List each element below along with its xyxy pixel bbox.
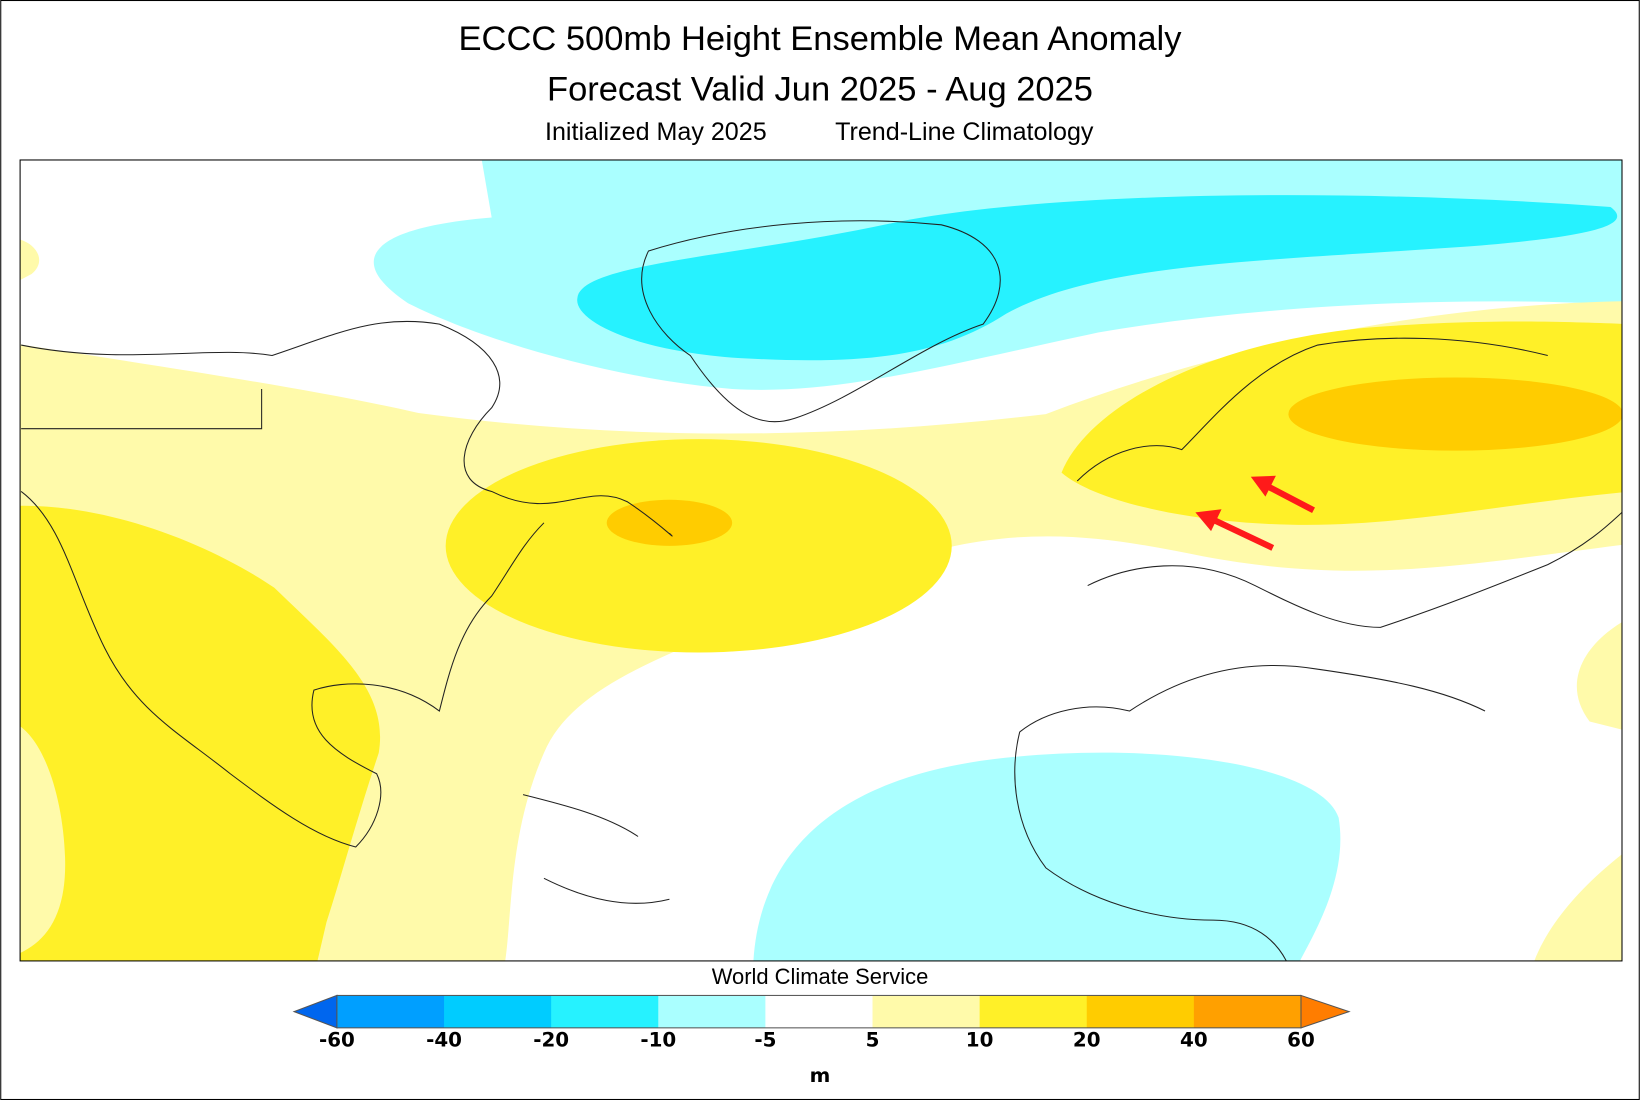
annotation-arrows bbox=[1195, 475, 1315, 551]
red-arrow-icon bbox=[1195, 509, 1275, 551]
red-arrow-icon bbox=[1250, 475, 1315, 514]
colorbar-segment bbox=[765, 995, 874, 1028]
subtitle-climatology: Trend-Line Climatology bbox=[835, 118, 1094, 146]
colorbar-segment bbox=[872, 995, 981, 1028]
anomaly-contour-pos-5-10-arabia bbox=[1534, 622, 1622, 961]
colorbar-tick-label: 5 bbox=[866, 1029, 880, 1052]
coastlines bbox=[20, 220, 1622, 961]
title-line-2: Forecast Valid Jun 2025 - Aug 2025 bbox=[547, 70, 1093, 108]
anomaly-contour-pos-5-10-pacific bbox=[20, 726, 66, 953]
colorbar-tick-label: 40 bbox=[1180, 1029, 1208, 1052]
colorbar-tick-label: -10 bbox=[640, 1029, 676, 1052]
colorbar-segment bbox=[1193, 995, 1302, 1028]
colorbar-segment bbox=[444, 995, 552, 1028]
colorbar-segment bbox=[658, 995, 766, 1028]
anomaly-contour-pos-5-10-left-top bbox=[20, 239, 40, 281]
colorbar-tick-label: 20 bbox=[1073, 1029, 1101, 1052]
colorbar-unit-label: m bbox=[810, 1064, 831, 1087]
anomaly-contour-pos-10-20-atlantic bbox=[445, 439, 952, 653]
colorbar-segment bbox=[1086, 995, 1195, 1028]
anomaly-contour-pos-20-40-newfoundland bbox=[606, 499, 733, 546]
colorbar-segment bbox=[336, 995, 445, 1028]
credit-label: World Climate Service bbox=[712, 964, 929, 989]
colorbar-tick-label: 10 bbox=[966, 1029, 994, 1052]
anomaly-contour-pos-20-40-scandinavia bbox=[1288, 377, 1622, 451]
anomaly-contour-neg-5-10-west-africa bbox=[753, 752, 1341, 961]
map-area bbox=[20, 159, 1622, 961]
anomaly-contour-pos-10-20-west-us bbox=[20, 505, 381, 961]
anomaly-contour-neg-10-20-greenland bbox=[577, 195, 1618, 361]
colorbar-segment bbox=[551, 995, 659, 1028]
colorbar-outline bbox=[336, 994, 1302, 1029]
colorbar-tick-label: 60 bbox=[1287, 1029, 1315, 1052]
subtitle-initialized: Initialized May 2025 bbox=[545, 118, 767, 146]
title-line-1: ECCC 500mb Height Ensemble Mean Anomaly bbox=[459, 20, 1183, 58]
colorbar-tick-label: -20 bbox=[533, 1029, 569, 1052]
colorbar: -60 -40 -20 -10 -5 5 10 20 40 60 bbox=[292, 994, 1351, 1052]
colorbar-tick-label: -60 bbox=[319, 1029, 355, 1052]
map-frame bbox=[19, 159, 1623, 962]
colorbar-segment bbox=[979, 995, 1088, 1028]
colorbar-tick-label: -40 bbox=[426, 1029, 462, 1052]
colorbar-tick-label: -5 bbox=[754, 1029, 776, 1052]
